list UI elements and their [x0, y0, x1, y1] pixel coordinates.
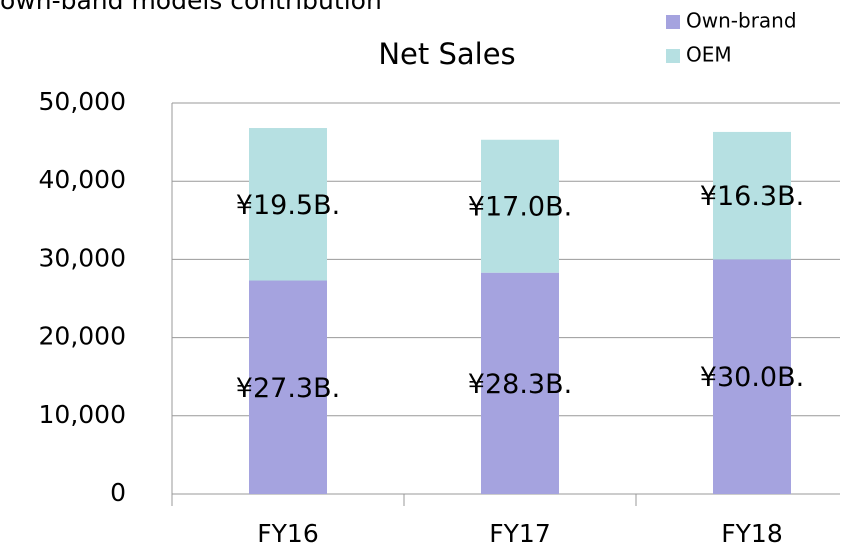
data-label: ¥17.0B. — [468, 192, 572, 223]
bar-segment — [481, 139, 559, 273]
legend-swatch — [666, 49, 680, 63]
x-tick-label: FY17 — [489, 519, 550, 548]
y-tick-label: 10,000 — [39, 400, 126, 429]
y-tick-label: 40,000 — [39, 165, 126, 194]
bar-segment — [249, 128, 327, 281]
data-label: ¥16.3B. — [700, 181, 804, 212]
y-tick-label: 50,000 — [39, 87, 126, 116]
bar-segment — [713, 131, 791, 260]
y-tick-label: 0 — [110, 478, 126, 507]
y-tick-label: 30,000 — [39, 243, 126, 272]
bar-segment — [713, 259, 791, 494]
annotation: own-band models contribution — [0, 0, 382, 15]
y-tick-label: 20,000 — [39, 322, 126, 351]
legend-label: Own-brand — [686, 9, 797, 33]
x-tick-label: FY18 — [721, 519, 782, 548]
data-label: ¥28.3B. — [468, 369, 572, 400]
chart-title: Net Sales — [378, 37, 515, 71]
data-label: ¥30.0B. — [700, 362, 804, 393]
x-tick-label: FY16 — [257, 519, 318, 548]
bar-segment — [249, 280, 327, 494]
data-label: ¥19.5B. — [236, 190, 340, 221]
x-axis-ticks — [171, 103, 637, 506]
bar-segment — [481, 272, 559, 494]
legend-label: OEM — [686, 43, 732, 67]
legend-swatch — [666, 15, 680, 29]
data-label: ¥27.3B. — [236, 373, 340, 404]
